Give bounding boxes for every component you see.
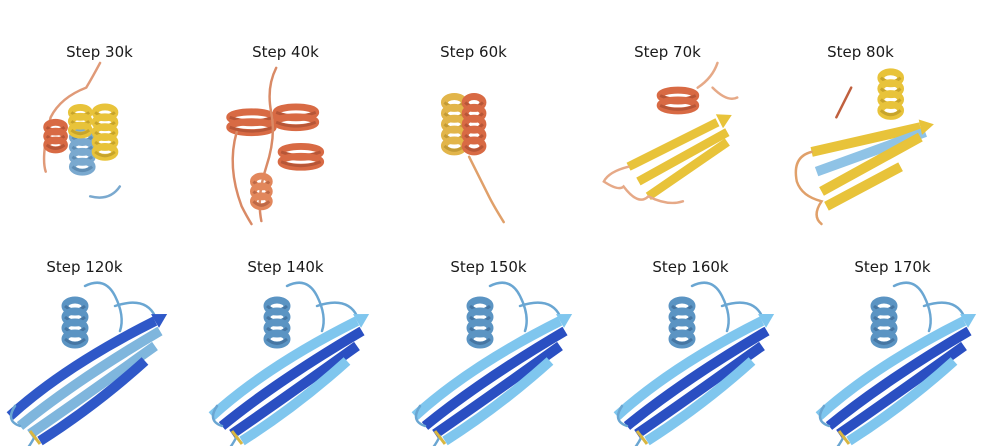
- panel-step-150k: Step 150k: [389, 0, 588, 446]
- panel-label: Step 30k: [66, 43, 133, 61]
- panel-step-70k: Step 70k: [568, 0, 767, 223]
- panel-label: Step 170k: [854, 258, 931, 276]
- panel-step-140k: Step 140k: [186, 0, 385, 446]
- protein-structure-image: [607, 276, 787, 446]
- protein-structure-image: [20, 58, 190, 226]
- panel-step-80k: Step 80k: [761, 0, 960, 226]
- panel-step-60k: Step 60k: [374, 0, 573, 226]
- panel-step-120k: Step 120k: [0, 0, 184, 446]
- panel-step-160k: Step 160k: [591, 0, 790, 446]
- panel-label: Step 160k: [652, 258, 729, 276]
- panel-label: Step 70k: [634, 43, 701, 61]
- protein-structure-image: [394, 58, 564, 226]
- panel-label: Step 40k: [252, 43, 319, 61]
- protein-structure-image: [781, 58, 951, 226]
- protein-structure-image: [206, 58, 376, 226]
- protein-structure-image: [809, 276, 989, 446]
- panel-step-40k: Step 40k: [186, 0, 385, 226]
- protein-structure-image: [405, 276, 585, 446]
- protein-structure-image: [202, 276, 382, 446]
- panel-label: Step 120k: [46, 258, 123, 276]
- panel-label: Step 80k: [827, 43, 894, 61]
- panel-step-30k: Step 30k: [0, 0, 199, 223]
- panel-label: Step 60k: [440, 43, 507, 61]
- protein-structure-image: [0, 276, 180, 446]
- panel-label: Step 140k: [247, 258, 324, 276]
- panel-label: Step 150k: [450, 258, 527, 276]
- panel-step-170k: Step 170k: [793, 0, 992, 446]
- protein-structure-image: [588, 58, 758, 226]
